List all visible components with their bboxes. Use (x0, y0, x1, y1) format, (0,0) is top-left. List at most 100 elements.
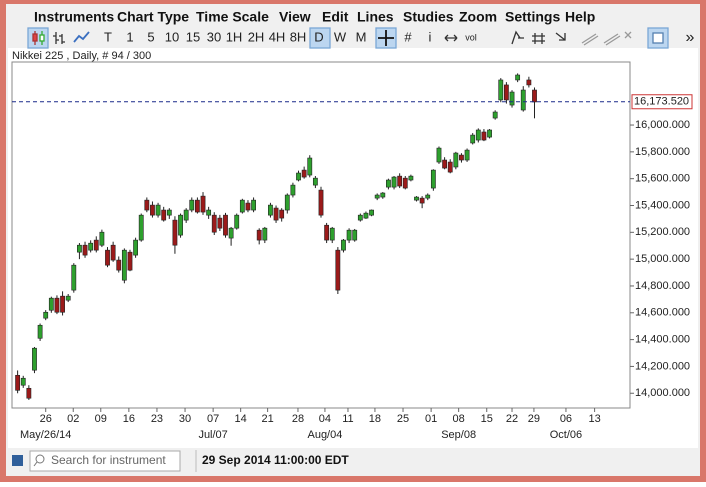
search-box[interactable] (29, 450, 181, 472)
candle-body (268, 204, 273, 216)
toolbar-button[interactable]: vol (465, 32, 477, 42)
toolbar-button[interactable]: 8H (290, 29, 307, 44)
candle-body (470, 134, 476, 144)
menu-item[interactable]: Edit (322, 9, 349, 25)
candle-body (447, 161, 453, 173)
line-type-button[interactable] (73, 31, 90, 43)
candle-body (301, 169, 307, 178)
candle-body (498, 79, 504, 101)
x-tick-label: 30 (179, 413, 191, 425)
candle-body (436, 147, 442, 163)
candle-body (217, 217, 223, 229)
channel-tool[interactable] (532, 33, 545, 44)
toolbar-button[interactable]: » (686, 29, 695, 46)
search-placeholder[interactable]: Search for instrument (51, 453, 166, 467)
menu-item[interactable]: Studies (403, 9, 454, 25)
toolbar-button[interactable]: M (356, 29, 367, 44)
candle-body (43, 311, 49, 319)
candle-body (419, 197, 425, 204)
toolbar-button[interactable]: # (404, 29, 412, 44)
toolbar-button[interactable]: 5 (147, 29, 154, 44)
candle-body (93, 239, 99, 251)
bar-type-button[interactable] (53, 32, 65, 44)
toolbar-button[interactable]: 4H (269, 29, 286, 44)
candle-body (346, 229, 352, 241)
x-tick-label: 26 (40, 413, 52, 425)
candle-body (357, 214, 363, 221)
candle-body (200, 195, 206, 213)
candle-body (464, 149, 470, 161)
candle-body (183, 209, 189, 221)
month-label: Aug/04 (307, 429, 342, 441)
arrow-tool[interactable] (555, 32, 566, 41)
candle-body (155, 204, 161, 216)
x-tick-label: 25 (397, 413, 409, 425)
menu-item[interactable]: Chart Type (117, 9, 189, 25)
toolbar-button[interactable]: 2H (248, 29, 265, 44)
toolbar-button[interactable]: 1H (226, 29, 243, 44)
candle-body (26, 387, 32, 399)
delete-all-button[interactable] (624, 31, 632, 39)
month-label: Oct/06 (550, 429, 582, 441)
toolbar-button[interactable]: T (104, 29, 112, 44)
candle-body (138, 214, 144, 241)
candle-body (520, 89, 526, 111)
candle-body (239, 199, 245, 213)
candle-body (386, 179, 391, 188)
month-label: Sep/08 (441, 429, 476, 441)
y-tick-label: 15,600.000 (635, 173, 690, 185)
candle-body (206, 209, 212, 216)
candle-body (515, 74, 521, 81)
candle-body (290, 184, 296, 196)
status-time: 29 Sep 2014 11:00:00 EDT (202, 453, 349, 467)
toolbar-button[interactable]: i (429, 29, 432, 44)
line-tool[interactable] (511, 30, 524, 45)
menu-item[interactable]: Zoom (459, 9, 497, 25)
menu-item[interactable]: Help (565, 9, 595, 25)
candle-body (397, 175, 403, 187)
candle-body (77, 244, 82, 253)
candle-body (318, 189, 324, 216)
candle-body (228, 227, 234, 239)
candle-body (121, 249, 127, 281)
toolbar-button[interactable]: 15 (186, 29, 200, 44)
toolbar-button[interactable]: W (334, 29, 347, 44)
menu-item[interactable]: Time Scale (196, 9, 269, 25)
icon (652, 32, 664, 44)
pan-button[interactable] (444, 34, 458, 42)
candle-body (329, 227, 335, 241)
toolbar-button[interactable]: 30 (207, 29, 221, 44)
toolbar-button[interactable]: D (314, 29, 323, 44)
candle-body (475, 129, 481, 141)
search-icon (33, 461, 38, 467)
candle-body (284, 194, 290, 211)
x-tick-label: 18 (369, 413, 381, 425)
menu-item[interactable]: Settings (505, 9, 560, 25)
draw-tool[interactable] (603, 33, 621, 46)
candle-body (60, 295, 65, 313)
menu-item[interactable]: Lines (357, 9, 394, 25)
x-tick-label: 04 (319, 413, 331, 425)
candle-body (127, 251, 133, 271)
y-tick-label: 15,400.000 (635, 199, 690, 211)
x-tick-label: 21 (262, 413, 274, 425)
toolbar-button[interactable]: 10 (165, 29, 179, 44)
y-tick-label: 14,200.000 (635, 360, 690, 372)
icon (32, 33, 38, 42)
candle-body (324, 224, 330, 241)
y-tick-label: 14,400.000 (635, 334, 690, 346)
menu-item[interactable]: Instruments (34, 9, 114, 25)
candle-type-button[interactable] (27, 27, 49, 49)
candle-body (15, 374, 21, 391)
candle-body (453, 152, 459, 168)
draw-tool[interactable] (581, 33, 599, 46)
status-icon (12, 455, 23, 466)
menu-item[interactable]: View (279, 9, 311, 25)
toolbar-button[interactable]: 1 (126, 29, 133, 44)
y-tick-label: 16,000.000 (635, 119, 690, 131)
candle-body (65, 295, 71, 301)
candle-body (211, 214, 217, 233)
candle-body (279, 209, 285, 219)
y-tick-label: 15,200.000 (635, 226, 690, 238)
crosshair-button[interactable] (378, 30, 394, 46)
